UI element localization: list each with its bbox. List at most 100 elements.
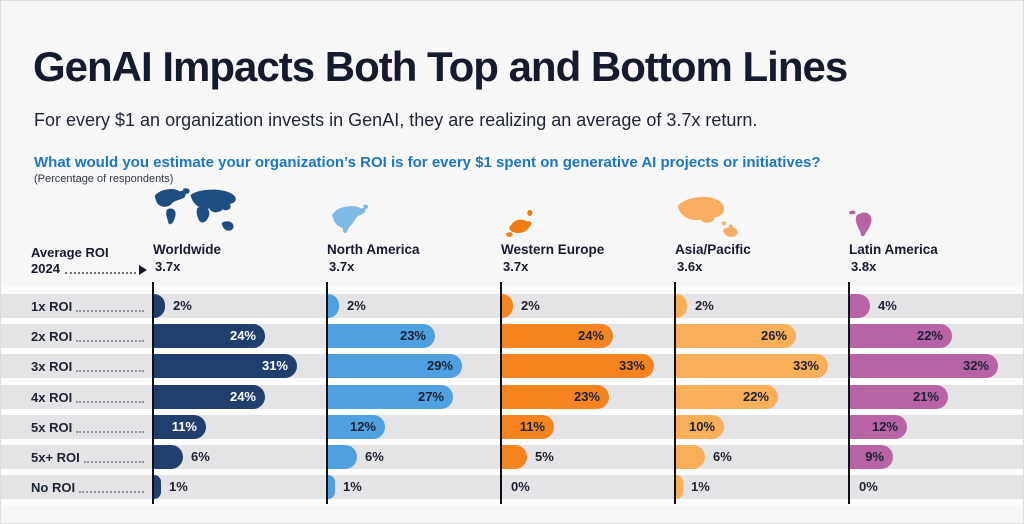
row-label-4x-roi: 4x ROI [31, 385, 144, 409]
average-roi-label-line2: 2024 [31, 261, 60, 276]
bar-north-america-4x-roi: 27% [328, 384, 453, 409]
dotted-leader [76, 308, 144, 312]
bar-value-label: 21% [912, 388, 939, 404]
bar-value-label: 2% [695, 298, 714, 313]
bar-western-europe-5x-roi [502, 445, 527, 469]
bar-value-label: 31% [261, 358, 288, 374]
bar-asia-pacific-2x-roi: 26% [676, 324, 796, 349]
region-average-roi-latin-america: 3.8x [851, 259, 877, 274]
bar-worldwide-no-roi [154, 475, 161, 500]
bar-value-label: 11% [171, 418, 197, 434]
average-roi-2024-label: Average ROI 2024 [31, 245, 147, 277]
row-label-text: 3x ROI [31, 359, 73, 375]
bar-north-america-1x-roi [328, 294, 339, 318]
bar-latin-america-4x-roi: 21% [850, 384, 948, 409]
bar-value-label: 5% [535, 449, 554, 464]
bar-asia-pacific-5x-roi: 10% [676, 414, 724, 439]
respondents-note: (Percentage of respondents) [34, 173, 174, 185]
region-name-western-europe: Western Europe [501, 242, 605, 257]
bar-value-label: 32% [962, 358, 989, 374]
axis-line-north-america [326, 282, 328, 504]
row-label-5x-roi: 5x+ ROI [31, 445, 144, 469]
row-label-1x-roi: 1x ROI [31, 294, 144, 318]
bar-worldwide-5x-roi [154, 445, 183, 469]
region-average-roi-western-europe: 3.7x [503, 259, 529, 274]
survey-question: What would you estimate your organizatio… [34, 154, 821, 171]
bar-north-america-3x-roi: 29% [328, 354, 462, 379]
row-band-no-roi [1, 475, 1023, 500]
row-label-text: 5x ROI [31, 419, 73, 435]
bar-worldwide-3x-roi: 31% [154, 354, 297, 379]
bar-value-label: 1% [691, 479, 710, 495]
western-europe-map-icon [499, 183, 551, 239]
bar-value-label: 1% [343, 479, 362, 495]
dotted-leader [76, 338, 144, 343]
bar-worldwide-5x-roi: 11% [154, 414, 206, 439]
bar-value-label: 0% [511, 479, 530, 495]
axis-line-asia-pacific [674, 282, 676, 504]
bar-value-label: 12% [871, 418, 898, 434]
region-average-roi-north-america: 3.7x [329, 259, 355, 274]
bar-north-america-5x-roi: 12% [328, 414, 385, 439]
bar-latin-america-5x-roi: 9% [850, 445, 893, 469]
page-title: GenAI Impacts Both Top and Bottom Lines [33, 43, 848, 91]
dotted-leader [83, 459, 144, 463]
bar-asia-pacific-5x-roi [676, 445, 705, 469]
row-label-5x-roi: 5x ROI [31, 415, 144, 439]
bar-latin-america-1x-roi [850, 294, 870, 318]
region-average-roi-asia-pacific: 3.6x [677, 259, 703, 274]
bar-value-label: 23% [573, 388, 600, 404]
axis-line-western-europe [500, 282, 502, 504]
bar-value-label: 1% [169, 479, 188, 495]
bar-value-label: 33% [618, 358, 645, 374]
row-label-2x-roi: 2x ROI [31, 324, 144, 348]
bar-asia-pacific-4x-roi: 22% [676, 384, 778, 409]
bar-value-label: 11% [519, 418, 545, 434]
bar-western-europe-5x-roi: 11% [502, 414, 554, 439]
bar-worldwide-1x-roi [154, 294, 165, 318]
dotted-leader [79, 489, 144, 494]
worldwide-map-icon [151, 183, 243, 239]
row-label-text: 5x+ ROI [31, 450, 80, 465]
arrow-right-icon [139, 265, 147, 275]
region-average-roi-worldwide: 3.7x [155, 259, 181, 274]
bar-value-label: 29% [426, 358, 453, 374]
axis-line-latin-america [848, 282, 850, 504]
bar-latin-america-5x-roi: 12% [850, 414, 907, 439]
subtitle: For every $1 an organization invests in … [34, 110, 758, 130]
bar-latin-america-2x-roi: 22% [850, 324, 952, 349]
bar-value-label: 4% [878, 298, 897, 313]
bar-value-label: 12% [349, 418, 376, 434]
dotted-leader [76, 429, 144, 433]
bar-western-europe-3x-roi: 33% [502, 354, 654, 379]
bar-value-label: 27% [417, 388, 444, 404]
bar-value-label: 24% [577, 328, 604, 344]
region-name-north-america: North America [327, 242, 420, 257]
average-roi-label-line1: Average ROI [31, 245, 109, 260]
bar-north-america-5x-roi [328, 445, 357, 469]
row-label-no-roi: No ROI [31, 475, 144, 499]
bar-value-label: 6% [713, 449, 732, 464]
bar-value-label: 9% [865, 449, 884, 464]
bar-asia-pacific-no-roi [676, 475, 683, 500]
north-america-map-icon [325, 183, 387, 239]
bar-north-america-no-roi [328, 475, 335, 500]
bar-value-label: 6% [191, 449, 210, 464]
bar-value-label: 2% [347, 298, 366, 313]
row-label-text: 4x ROI [31, 389, 73, 405]
bar-value-label: 6% [365, 449, 384, 464]
bar-north-america-2x-roi: 23% [328, 324, 435, 349]
row-label-text: 1x ROI [31, 299, 73, 314]
bar-worldwide-2x-roi: 24% [154, 324, 265, 349]
region-name-asia-pacific: Asia/Pacific [675, 242, 751, 257]
bar-value-label: 2% [173, 298, 192, 313]
bar-worldwide-4x-roi: 24% [154, 384, 265, 409]
latin-america-map-icon [847, 183, 899, 239]
bar-latin-america-3x-roi: 32% [850, 354, 998, 379]
bar-value-label: 22% [742, 388, 769, 404]
bar-value-label: 0% [859, 479, 878, 495]
dotted-leader [64, 269, 136, 274]
bar-value-label: 33% [792, 358, 819, 374]
bar-asia-pacific-3x-roi: 33% [676, 354, 828, 379]
